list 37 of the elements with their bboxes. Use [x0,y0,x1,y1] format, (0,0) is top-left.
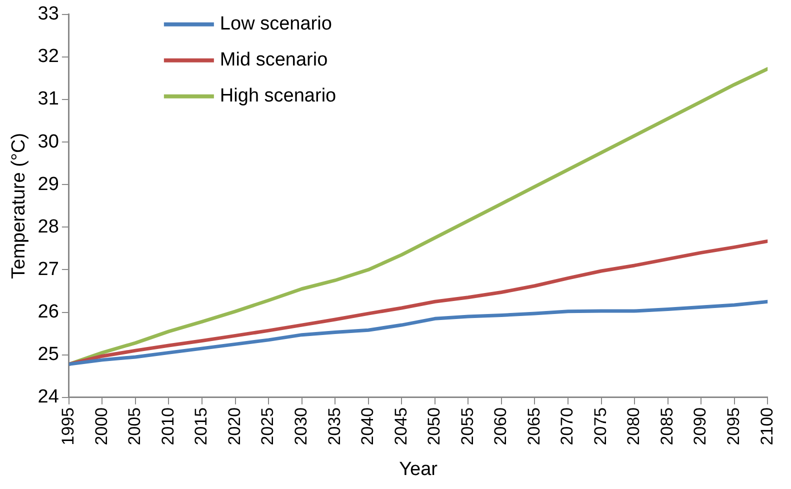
y-tick-label: 28 [38,216,59,238]
x-tick-label: 2070 [558,407,577,446]
y-tick-label: 27 [38,258,59,280]
x-axis-title: Year [399,458,438,480]
x-tick-label: 2050 [424,407,444,446]
x-tick-label: 2055 [458,407,477,446]
legend-label: Mid scenario [220,50,328,71]
y-tick-label: 29 [38,174,59,195]
x-tick-label: 2060 [491,407,510,446]
x-tick-label: 2085 [657,407,676,446]
legend-label: High scenario [220,86,336,107]
y-tick-label: 31 [38,88,59,110]
x-tick-label: 2035 [324,407,344,446]
x-tick-label: 2025 [258,407,278,446]
y-tick-label: 25 [38,344,59,366]
x-tick-label: 2065 [524,407,544,446]
x-tick-label: 2080 [624,407,644,446]
x-tick-label: 2040 [358,407,378,446]
x-tick-label: 2010 [158,407,178,446]
x-tick-label: 2090 [690,407,710,446]
legend-label: Low scenario [220,14,332,35]
x-tick-label: 2005 [125,407,144,446]
x-tick-label: 2030 [292,407,311,446]
x-tick-label: 2075 [590,407,610,446]
y-tick-label: 26 [38,302,59,323]
y-tick-label: 32 [38,46,59,68]
y-tick-label: 33 [38,4,59,25]
x-tick-label: 2045 [391,407,410,446]
x-tick-label: 2020 [224,407,244,446]
x-tick-label: 2000 [92,407,111,446]
y-tick-label: 24 [38,386,60,408]
y-tick-label: 30 [38,131,59,152]
x-tick-label: 1995 [58,407,78,446]
x-tick-label: 2015 [192,407,211,446]
x-tick-label: 2095 [724,407,744,446]
y-axis-title: Temperature (°C) [8,132,30,279]
x-tick-label: 2100 [757,407,776,446]
